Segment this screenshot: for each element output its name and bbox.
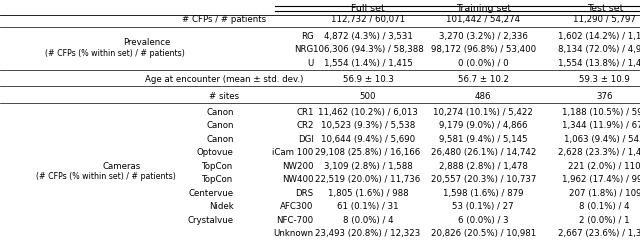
Text: 1,602 (14.2%) / 1,195: 1,602 (14.2%) / 1,195 (557, 32, 640, 41)
Text: DRS: DRS (296, 189, 314, 198)
Text: Cameras: Cameras (102, 162, 141, 171)
Text: Canon: Canon (206, 108, 234, 117)
Text: 9,179 (9.0%) / 4,866: 9,179 (9.0%) / 4,866 (439, 122, 527, 130)
Text: 1,063 (9.4%) / 545: 1,063 (9.4%) / 545 (564, 135, 640, 144)
Text: Unknown: Unknown (273, 229, 314, 238)
Text: CR2: CR2 (296, 122, 314, 130)
Text: 1,598 (1.6%) / 879: 1,598 (1.6%) / 879 (443, 189, 524, 198)
Text: NW200: NW200 (282, 162, 314, 171)
Text: 10,523 (9.3%) / 5,538: 10,523 (9.3%) / 5,538 (321, 122, 415, 130)
Text: 3,109 (2.8%) / 1,588: 3,109 (2.8%) / 1,588 (324, 162, 412, 171)
Text: Training set: Training set (456, 4, 511, 13)
Text: Test set: Test set (587, 4, 623, 13)
Text: Age at encounter (mean ± std. dev.): Age at encounter (mean ± std. dev.) (145, 75, 303, 84)
Text: Optovue: Optovue (196, 148, 234, 157)
Text: 98,172 (96.8%) / 53,400: 98,172 (96.8%) / 53,400 (431, 45, 536, 54)
Text: 10,274 (10.1%) / 5,422: 10,274 (10.1%) / 5,422 (433, 108, 533, 117)
Text: 8 (0.1%) / 4: 8 (0.1%) / 4 (579, 202, 630, 211)
Text: 1,188 (10.5%) / 591: 1,188 (10.5%) / 591 (562, 108, 640, 117)
Text: U: U (307, 59, 314, 68)
Text: Crystalvue: Crystalvue (188, 216, 234, 225)
Text: 20,826 (20.5%) / 10,981: 20,826 (20.5%) / 10,981 (431, 229, 536, 238)
Text: Nidek: Nidek (209, 202, 234, 211)
Text: 2,888 (2.8%) / 1,478: 2,888 (2.8%) / 1,478 (439, 162, 527, 171)
Text: 10,644 (9.4%) / 5,690: 10,644 (9.4%) / 5,690 (321, 135, 415, 144)
Text: 29,108 (25.8%) / 16,166: 29,108 (25.8%) / 16,166 (316, 148, 420, 157)
Text: 112,732 / 60,071: 112,732 / 60,071 (331, 15, 405, 24)
Text: TopCon: TopCon (202, 175, 234, 184)
Text: 22,519 (20.0%) / 11,736: 22,519 (20.0%) / 11,736 (316, 175, 420, 184)
Text: 59.3 ± 10.9: 59.3 ± 10.9 (579, 75, 630, 84)
Text: 2 (0.0%) / 1: 2 (0.0%) / 1 (579, 216, 630, 225)
Text: 0 (0.0%) / 0: 0 (0.0%) / 0 (458, 59, 509, 68)
Text: (# CFPs (% within set) / # patients): (# CFPs (% within set) / # patients) (36, 172, 175, 181)
Text: 207 (1.8%) / 109: 207 (1.8%) / 109 (568, 189, 640, 198)
Text: 53 (0.1%) / 27: 53 (0.1%) / 27 (452, 202, 514, 211)
Text: 11,462 (10.2%) / 6,013: 11,462 (10.2%) / 6,013 (318, 108, 418, 117)
Text: 486: 486 (475, 92, 492, 101)
Text: 26,480 (26.1%) / 14,742: 26,480 (26.1%) / 14,742 (431, 148, 536, 157)
Text: 56.7 ± 10.2: 56.7 ± 10.2 (458, 75, 509, 84)
Text: 3,270 (3.2%) / 2,336: 3,270 (3.2%) / 2,336 (439, 32, 527, 41)
Text: RG: RG (301, 32, 314, 41)
Text: DGI: DGI (298, 135, 314, 144)
Text: Full set: Full set (351, 4, 385, 13)
Text: 1,344 (11.9%) / 672: 1,344 (11.9%) / 672 (562, 122, 640, 130)
Text: 11,290 / 5,797: 11,290 / 5,797 (573, 15, 636, 24)
Text: 61 (0.1%) / 31: 61 (0.1%) / 31 (337, 202, 399, 211)
Text: NFC-700: NFC-700 (276, 216, 314, 225)
Text: 9,581 (9.4%) / 5,145: 9,581 (9.4%) / 5,145 (439, 135, 527, 144)
Text: 500: 500 (360, 92, 376, 101)
Text: # sites: # sites (209, 92, 239, 101)
Text: 106,306 (94.3%) / 58,388: 106,306 (94.3%) / 58,388 (312, 45, 424, 54)
Text: Prevalence: Prevalence (124, 38, 171, 47)
Text: Canon: Canon (206, 135, 234, 144)
Text: 23,493 (20.8%) / 12,323: 23,493 (20.8%) / 12,323 (316, 229, 420, 238)
Text: 6 (0.0%) / 3: 6 (0.0%) / 3 (458, 216, 509, 225)
Text: Canon: Canon (206, 122, 234, 130)
Text: 221 (2.0%) / 110: 221 (2.0%) / 110 (568, 162, 640, 171)
Text: 8 (0.0%) / 4: 8 (0.0%) / 4 (342, 216, 394, 225)
Text: NRG: NRG (294, 45, 314, 54)
Text: 2,628 (23.3%) / 1,424: 2,628 (23.3%) / 1,424 (557, 148, 640, 157)
Text: 1,554 (13.8%) / 1,415: 1,554 (13.8%) / 1,415 (557, 59, 640, 68)
Text: 20,557 (20.3%) / 10,737: 20,557 (20.3%) / 10,737 (431, 175, 536, 184)
Text: 8,134 (72.0%) / 4,988: 8,134 (72.0%) / 4,988 (557, 45, 640, 54)
Text: iCam 100: iCam 100 (273, 148, 314, 157)
Text: CR1: CR1 (296, 108, 314, 117)
Text: 1,554 (1.4%) / 1,415: 1,554 (1.4%) / 1,415 (324, 59, 412, 68)
Text: 4,872 (4.3%) / 3,531: 4,872 (4.3%) / 3,531 (324, 32, 412, 41)
Text: (# CFPs (% within set) / # patients): (# CFPs (% within set) / # patients) (45, 49, 185, 58)
Text: AFC300: AFC300 (280, 202, 314, 211)
Text: 1,962 (17.4%) / 999: 1,962 (17.4%) / 999 (562, 175, 640, 184)
Text: 1,805 (1.6%) / 988: 1,805 (1.6%) / 988 (328, 189, 408, 198)
Text: 2,667 (23.6%) / 1,342: 2,667 (23.6%) / 1,342 (557, 229, 640, 238)
Text: Centervue: Centervue (188, 189, 234, 198)
Text: 56.9 ± 10.3: 56.9 ± 10.3 (342, 75, 394, 84)
Text: # CFPs / # patients: # CFPs / # patients (182, 15, 266, 24)
Text: NW400: NW400 (282, 175, 314, 184)
Text: TopCon: TopCon (202, 162, 234, 171)
Text: 376: 376 (596, 92, 613, 101)
Text: 101,442 / 54,274: 101,442 / 54,274 (446, 15, 520, 24)
